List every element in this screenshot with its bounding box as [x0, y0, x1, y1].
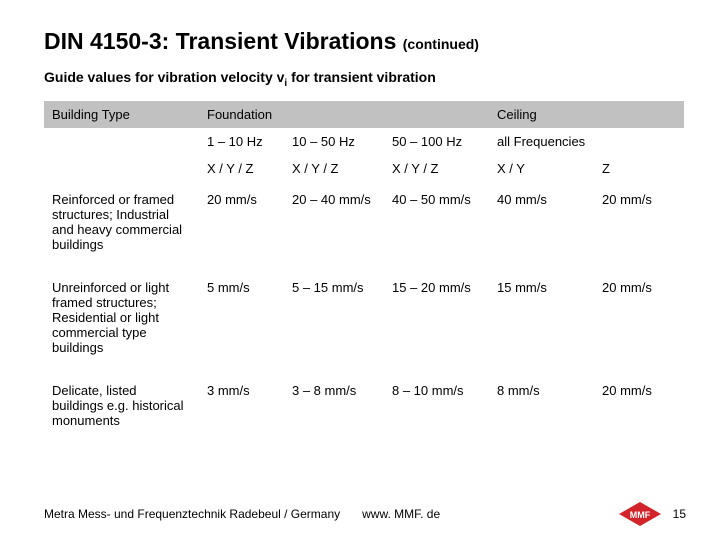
hdr-building-type: Building Type [44, 101, 199, 128]
logo-icon: MMF [617, 500, 663, 528]
cell-bldg: Delicate, listed buildings e.g. historic… [44, 373, 199, 446]
cell-bldg: Unreinforced or light framed structures;… [44, 270, 199, 373]
subtitle-prefix: Guide values for vibration velocity v [44, 69, 284, 85]
table-axis-row: X / Y / Z X / Y / Z X / Y / Z X / Y Z [44, 155, 684, 182]
footer-url: www. MMF. de [362, 507, 440, 521]
title-continued: (continued) [403, 36, 479, 52]
footer-page-number: 15 [673, 507, 686, 521]
table-row: Unreinforced or light framed structures;… [44, 270, 684, 373]
axis-c2: X / Y / Z [199, 155, 284, 182]
cell-val: 15 mm/s [489, 270, 594, 373]
freq-c4: 50 – 100 Hz [384, 128, 489, 155]
slide-page: DIN 4150-3: Transient Vibrations (contin… [0, 0, 720, 540]
table-header-row: Building Type Foundation Ceiling [44, 101, 684, 128]
svg-text:MMF: MMF [629, 510, 650, 520]
values-table: Building Type Foundation Ceiling 1 – 10 … [44, 101, 684, 446]
axis-empty [44, 155, 199, 182]
hdr-ceiling: Ceiling [489, 101, 684, 128]
cell-bldg: Reinforced or framed structures; Industr… [44, 182, 199, 270]
cell-val: 8 – 10 mm/s [384, 373, 489, 446]
table-freq-row: 1 – 10 Hz 10 – 50 Hz 50 – 100 Hz all Fre… [44, 128, 684, 155]
cell-val: 5 mm/s [199, 270, 284, 373]
cell-val: 20 mm/s [199, 182, 284, 270]
freq-c3: 10 – 50 Hz [284, 128, 384, 155]
cell-val: 40 mm/s [489, 182, 594, 270]
cell-val: 20 mm/s [594, 373, 684, 446]
cell-val: 20 mm/s [594, 270, 684, 373]
cell-val: 40 – 50 mm/s [384, 182, 489, 270]
table-row: Reinforced or framed structures; Industr… [44, 182, 684, 270]
cell-val: 5 – 15 mm/s [284, 270, 384, 373]
cell-val: 3 – 8 mm/s [284, 373, 384, 446]
axis-c5: X / Y [489, 155, 594, 182]
cell-val: 15 – 20 mm/s [384, 270, 489, 373]
freq-c2: 1 – 10 Hz [199, 128, 284, 155]
cell-val: 3 mm/s [199, 373, 284, 446]
footer-org: Metra Mess- und Frequenztechnik Radebeul… [44, 507, 340, 521]
cell-val: 20 – 40 mm/s [284, 182, 384, 270]
cell-val: 8 mm/s [489, 373, 594, 446]
table-row: Delicate, listed buildings e.g. historic… [44, 373, 684, 446]
freq-empty [44, 128, 199, 155]
cell-val: 20 mm/s [594, 182, 684, 270]
freq-c5: all Frequencies [489, 128, 684, 155]
axis-c3: X / Y / Z [284, 155, 384, 182]
page-title: DIN 4150-3: Transient Vibrations (contin… [44, 28, 686, 55]
subtitle-suffix: for transient vibration [287, 69, 436, 85]
subtitle: Guide values for vibration velocity vi f… [44, 69, 686, 89]
title-main: DIN 4150-3: Transient Vibrations [44, 28, 396, 54]
footer: Metra Mess- und Frequenztechnik Radebeul… [44, 500, 686, 528]
axis-c4: X / Y / Z [384, 155, 489, 182]
hdr-foundation: Foundation [199, 101, 489, 128]
axis-c6: Z [594, 155, 684, 182]
